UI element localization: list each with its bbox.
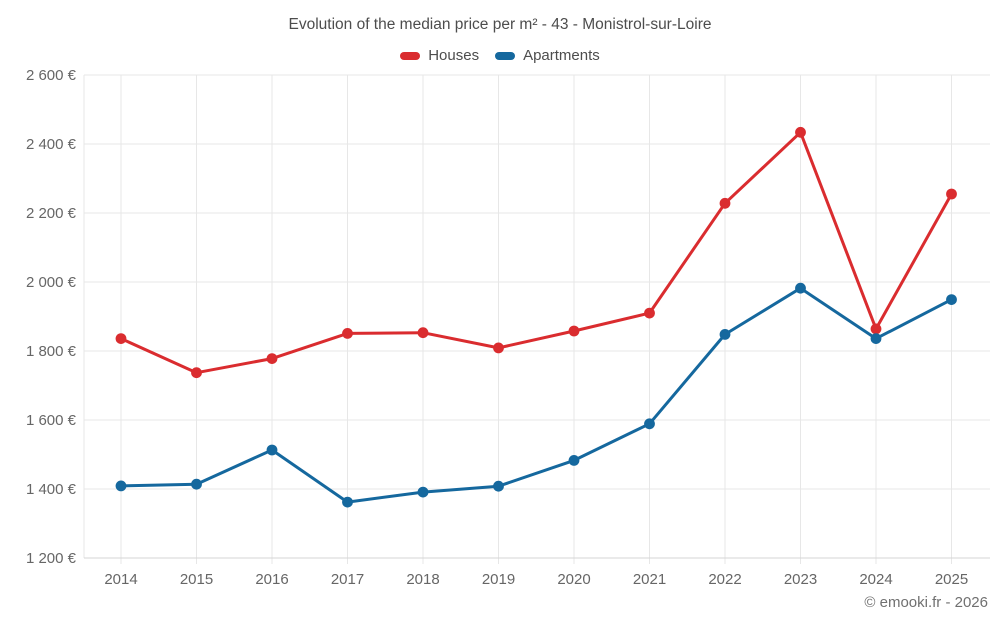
data-point-houses-2014[interactable] xyxy=(115,333,127,344)
data-point-apartments-2016[interactable] xyxy=(266,444,278,456)
y-tick-label: 1 600 € xyxy=(26,412,77,429)
x-tick-label: 2016 xyxy=(255,571,288,588)
y-tick-label: 2 000 € xyxy=(26,274,77,291)
legend-label: Houses xyxy=(428,47,480,64)
data-point-apartments-2022[interactable] xyxy=(719,329,731,340)
data-point-apartments-2015[interactable] xyxy=(191,478,202,490)
data-point-houses-2021[interactable] xyxy=(644,307,655,319)
data-point-houses-2023[interactable] xyxy=(795,126,806,138)
x-tick-label: 2014 xyxy=(104,571,137,588)
x-tick-label: 2020 xyxy=(557,571,590,588)
data-point-houses-2019[interactable] xyxy=(493,342,504,354)
series-line-houses xyxy=(119,130,953,375)
x-tick-label: 2017 xyxy=(331,571,364,588)
data-point-apartments-2024[interactable] xyxy=(870,333,882,344)
x-tick-label: 2022 xyxy=(708,571,741,588)
data-point-apartments-2019[interactable] xyxy=(493,480,504,492)
y-tick-label: 1 800 € xyxy=(26,343,77,360)
data-point-houses-2016[interactable] xyxy=(266,353,278,364)
data-point-apartments-2025[interactable] xyxy=(946,294,957,305)
y-tick-label: 1 400 € xyxy=(26,481,77,498)
x-tick-label: 2015 xyxy=(180,571,213,588)
data-point-houses-2015[interactable] xyxy=(191,367,202,379)
legend-item-apartments[interactable]: Apartments xyxy=(495,47,600,64)
data-point-apartments-2023[interactable] xyxy=(795,282,806,294)
x-tick-label: 2024 xyxy=(859,571,892,588)
data-point-apartments-2021[interactable] xyxy=(644,418,655,430)
data-point-houses-2017[interactable] xyxy=(342,328,353,339)
data-point-apartments-2017[interactable] xyxy=(342,496,353,508)
data-point-apartments-2014[interactable] xyxy=(115,480,127,492)
data-point-apartments-2018[interactable] xyxy=(417,486,429,498)
x-tick-label: 2019 xyxy=(482,571,515,588)
copyright-text: © emooki.fr - 2026 xyxy=(864,594,988,611)
y-tick-label: 1 200 € xyxy=(26,550,77,567)
legend-item-houses[interactable]: Houses xyxy=(400,47,479,64)
x-tick-label: 2018 xyxy=(406,571,439,588)
data-point-houses-2018[interactable] xyxy=(417,327,429,339)
data-point-apartments-2020[interactable] xyxy=(568,455,580,466)
legend-swatch-houses xyxy=(400,51,421,60)
x-tick-label: 2023 xyxy=(784,571,817,588)
data-point-houses-2020[interactable] xyxy=(568,325,580,337)
series-line-apartments xyxy=(119,286,953,504)
y-tick-label: 2 200 € xyxy=(26,205,77,222)
y-tick-label: 2 400 € xyxy=(26,136,77,153)
legend-label: Apartments xyxy=(523,47,600,64)
data-point-houses-2024[interactable] xyxy=(870,323,882,335)
data-point-houses-2025[interactable] xyxy=(946,188,957,200)
x-tick-label: 2021 xyxy=(633,571,666,588)
chart-legend: Houses Apartments xyxy=(0,47,1000,64)
chart-title: Evolution of the median price per m² - 4… xyxy=(288,16,712,33)
x-tick-label: 2025 xyxy=(935,571,968,588)
legend-swatch-apartments xyxy=(495,51,516,60)
data-point-houses-2022[interactable] xyxy=(719,197,731,209)
y-tick-label: 2 600 € xyxy=(26,67,77,84)
